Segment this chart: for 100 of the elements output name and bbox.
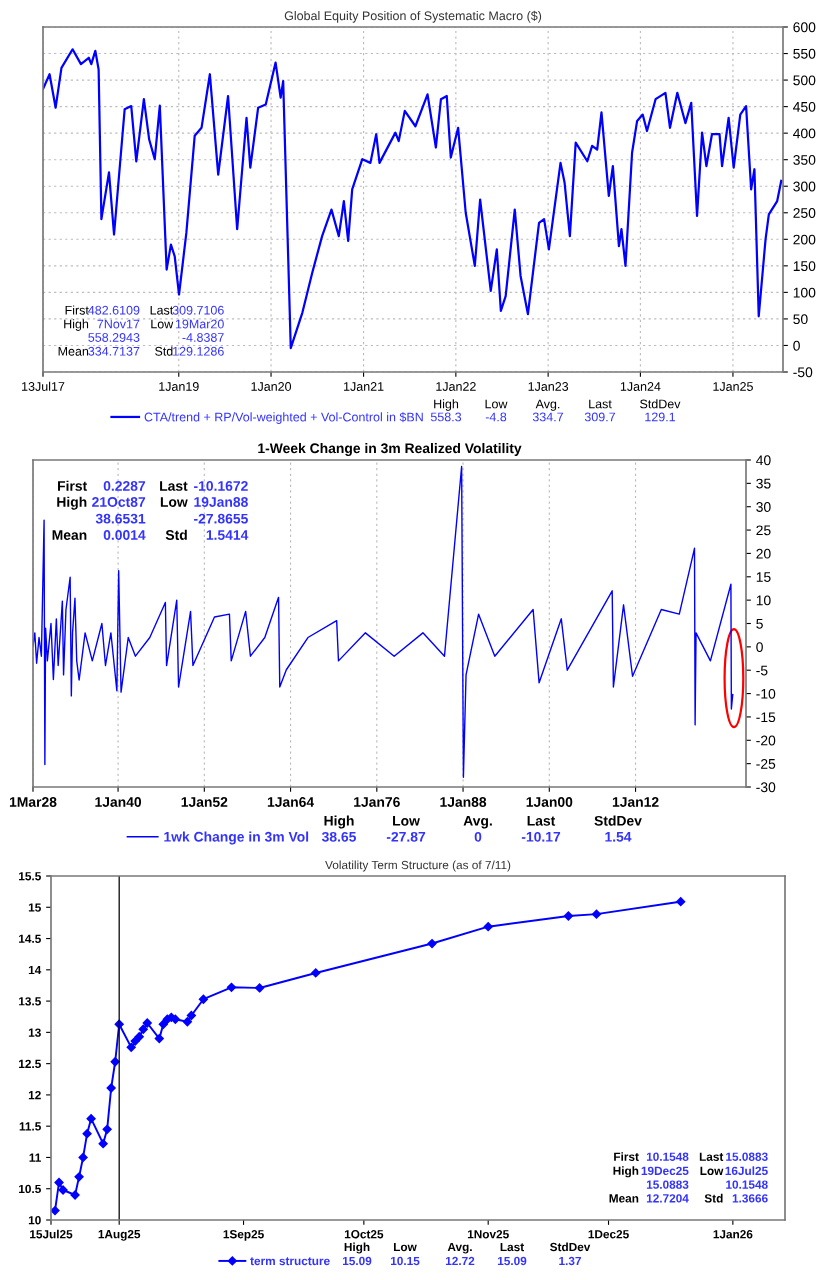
chart-title: 1-Week Change in 3m Realized Volatility bbox=[258, 442, 522, 456]
y-tick-label: 11 bbox=[29, 1153, 41, 1162]
y-tick-label: 13 bbox=[28, 1028, 41, 1037]
text: StdDev bbox=[550, 1242, 591, 1252]
y-tick-label: 5 bbox=[756, 618, 763, 629]
y-tick-label: 10 bbox=[756, 595, 771, 606]
x-tick-label: 1Jan24 bbox=[620, 382, 661, 391]
text: 309.7 bbox=[584, 412, 616, 422]
annotation: 1.5414 bbox=[206, 530, 249, 540]
y-tick-label: 35 bbox=[756, 478, 771, 489]
text: StdDev bbox=[594, 815, 642, 826]
y-tick-label: 14 bbox=[28, 965, 42, 975]
annotation: -10.1672 bbox=[194, 481, 248, 491]
y-tick-label: 500 bbox=[793, 75, 816, 86]
text: 15.09 bbox=[342, 1256, 372, 1266]
annotation: Mean bbox=[609, 1194, 639, 1203]
y-tick-label: 600 bbox=[793, 22, 816, 33]
y-tick-label: 40 bbox=[756, 455, 771, 466]
legend-label: CTA/trend + RP/Vol-weighted + Vol-Control in $BN bbox=[144, 412, 423, 424]
x-tick-label: 1Jan26 bbox=[713, 1230, 753, 1239]
y-tick-label: 20 bbox=[756, 548, 771, 559]
annotation: Last bbox=[150, 305, 174, 315]
annotation: First bbox=[614, 1152, 639, 1161]
y-tick-label: -15 bbox=[756, 712, 776, 723]
x-tick-label: 1Nov25 bbox=[467, 1230, 509, 1239]
text: 15.09 bbox=[497, 1256, 527, 1266]
text: Low bbox=[393, 1242, 417, 1252]
text: Avg. bbox=[447, 1242, 472, 1254]
annotation: Low bbox=[700, 1166, 724, 1176]
annotation: 482.6109 bbox=[88, 305, 140, 315]
text: 10.15 bbox=[390, 1256, 420, 1266]
x-tick-label: 1Oct25 bbox=[344, 1230, 384, 1239]
y-tick-label: 15 bbox=[756, 572, 771, 582]
y-tick-label: -50 bbox=[793, 367, 813, 378]
text: -27.87 bbox=[386, 831, 426, 842]
y-tick-label: 0 bbox=[793, 340, 800, 351]
x-tick-label: 15Jul25 bbox=[30, 1229, 73, 1239]
chart-title: Volatility Term Structure (as of 7/11) bbox=[325, 860, 511, 872]
annotation: 38.6531 bbox=[95, 513, 146, 524]
y-tick-label: 250 bbox=[793, 208, 816, 218]
x-tick-label: 1Jan21 bbox=[344, 382, 384, 391]
annotation: Low bbox=[151, 319, 174, 329]
y-tick-label: -25 bbox=[756, 758, 776, 769]
y-tick-label: 450 bbox=[793, 101, 816, 112]
x-tick-label: 1Mar28 bbox=[9, 797, 57, 807]
annotation: Mean bbox=[52, 530, 87, 540]
annotation: Mean bbox=[58, 346, 89, 356]
y-tick-label: 200 bbox=[793, 234, 816, 245]
y-tick-label: 350 bbox=[793, 155, 816, 165]
x-tick-label: 1Dec25 bbox=[588, 1230, 629, 1239]
annotation: 558.2943 bbox=[88, 333, 140, 342]
x-tick-label: 1Jan52 bbox=[181, 797, 228, 807]
y-tick-label: 150 bbox=[793, 261, 816, 272]
y-tick-label: 10 bbox=[28, 1216, 41, 1225]
annotation: Last bbox=[160, 481, 188, 491]
text: Avg. bbox=[463, 815, 492, 829]
y-tick-label: 550 bbox=[793, 48, 816, 59]
y-tick-label: 50 bbox=[793, 314, 808, 325]
x-tick-label: 1Jan20 bbox=[251, 382, 292, 391]
y-tick-label: 15 bbox=[28, 903, 41, 912]
text: High bbox=[344, 1242, 370, 1254]
y-tick-label: 30 bbox=[756, 502, 771, 512]
text: -4.8 bbox=[485, 412, 507, 422]
text: High bbox=[324, 815, 354, 829]
annotation: -27.8655 bbox=[194, 513, 248, 524]
annotation: First bbox=[65, 305, 89, 315]
text: 12.72 bbox=[445, 1256, 475, 1266]
text: 558.3 bbox=[430, 412, 462, 422]
annotation: Std bbox=[704, 1193, 723, 1203]
x-tick-label: 1Jan76 bbox=[354, 797, 400, 807]
annotation: 10.1548 bbox=[646, 1152, 689, 1161]
x-tick-label: 1Jan23 bbox=[528, 382, 569, 391]
annotation: Last bbox=[699, 1152, 724, 1161]
text: 334.7 bbox=[532, 412, 564, 422]
x-tick-label: 13Jul17 bbox=[22, 381, 65, 391]
text: Low bbox=[393, 816, 420, 826]
annotation: 21Oct87 bbox=[92, 497, 146, 507]
y-tick-label: 12.5 bbox=[19, 1059, 41, 1069]
annotation: 19Jan88 bbox=[194, 497, 248, 507]
y-tick-label: -5 bbox=[756, 665, 768, 676]
annotation: 7Nov17 bbox=[97, 319, 140, 329]
y-tick-label: -30 bbox=[756, 782, 776, 793]
x-tick-label: 1Jan64 bbox=[267, 797, 315, 807]
text: StdDev bbox=[640, 399, 681, 409]
y-tick-label: 12 bbox=[28, 1090, 41, 1100]
annotation: 309.7106 bbox=[172, 305, 224, 315]
annotation: 15.0883 bbox=[726, 1152, 768, 1161]
text: 38.65 bbox=[321, 831, 356, 842]
x-tick-label: 1Aug25 bbox=[98, 1229, 141, 1241]
annotation: High bbox=[613, 1166, 639, 1178]
annotation: 15.0883 bbox=[646, 1180, 689, 1189]
y-tick-label: 25 bbox=[756, 525, 771, 536]
text: Last bbox=[500, 1242, 524, 1252]
annotation: 129.1286 bbox=[173, 346, 224, 356]
x-tick-label: 1Jan22 bbox=[436, 382, 476, 391]
text: 1.54 bbox=[605, 832, 632, 842]
y-tick-label: -10 bbox=[756, 688, 776, 699]
x-tick-label: 1Jan25 bbox=[713, 382, 753, 391]
text: -10.17 bbox=[521, 831, 561, 842]
annotation: 10.1548 bbox=[726, 1180, 768, 1189]
